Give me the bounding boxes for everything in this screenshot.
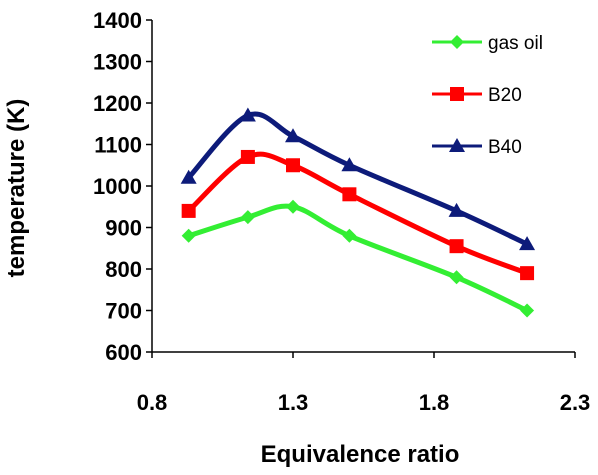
y-tick-label: 1200 xyxy=(93,91,142,116)
y-tick-label: 900 xyxy=(105,216,142,241)
legend-marker-b20 xyxy=(450,87,464,101)
data-point-gas-oil xyxy=(520,303,535,318)
legend-marker-b40 xyxy=(449,138,465,152)
data-point-b20 xyxy=(520,266,535,281)
y-tick-label: 600 xyxy=(105,340,142,365)
plot-area: 600 700 800 900 1000 1100 1200 1300 1400 0.8 1.3 1.… xyxy=(93,8,590,415)
y-tick-label: 1000 xyxy=(93,174,142,199)
data-point-b40 xyxy=(519,236,536,251)
legend-marker-gas-oil xyxy=(450,35,464,49)
data-point-b20 xyxy=(286,158,300,173)
x-tick-label: 1.3 xyxy=(278,390,309,415)
y-axis-title: temperature (K) xyxy=(3,99,30,278)
y-tick-label: 1300 xyxy=(93,50,142,75)
data-point-gas-oil xyxy=(240,210,255,225)
legend-label-gas-oil: gas oil xyxy=(488,33,543,54)
y-tick-label: 800 xyxy=(105,257,142,282)
data-point-b40 xyxy=(448,202,465,217)
y-tick-label: 1100 xyxy=(94,133,142,158)
data-point-b20 xyxy=(240,149,255,164)
data-point-gas-oil xyxy=(449,270,464,285)
x-tick-label: 0.8 xyxy=(137,390,168,415)
series-line-b40 xyxy=(186,111,530,247)
x-tick-label: 2.3 xyxy=(560,390,591,415)
x-axis-title: Equivalence ratio xyxy=(261,441,460,468)
y-tick-label: 1400 xyxy=(93,8,142,33)
data-point-b40 xyxy=(239,107,256,122)
data-point-b20 xyxy=(449,239,464,254)
data-point-b20 xyxy=(181,203,196,218)
data-point-b40 xyxy=(341,157,358,172)
data-point-gas-oil xyxy=(286,199,300,214)
data-point-b20 xyxy=(342,187,357,202)
data-point-b40 xyxy=(285,128,301,143)
series-line-b20 xyxy=(186,151,530,276)
legend-label-b20: B20 xyxy=(488,85,522,106)
x-tick-label: 1.8 xyxy=(419,390,450,415)
y-tick-label: 700 xyxy=(105,299,142,324)
data-point-gas-oil xyxy=(181,228,196,243)
legend-label-b40: B40 xyxy=(488,137,522,158)
data-point-gas-oil xyxy=(342,228,357,243)
data-point-b40 xyxy=(180,169,197,184)
